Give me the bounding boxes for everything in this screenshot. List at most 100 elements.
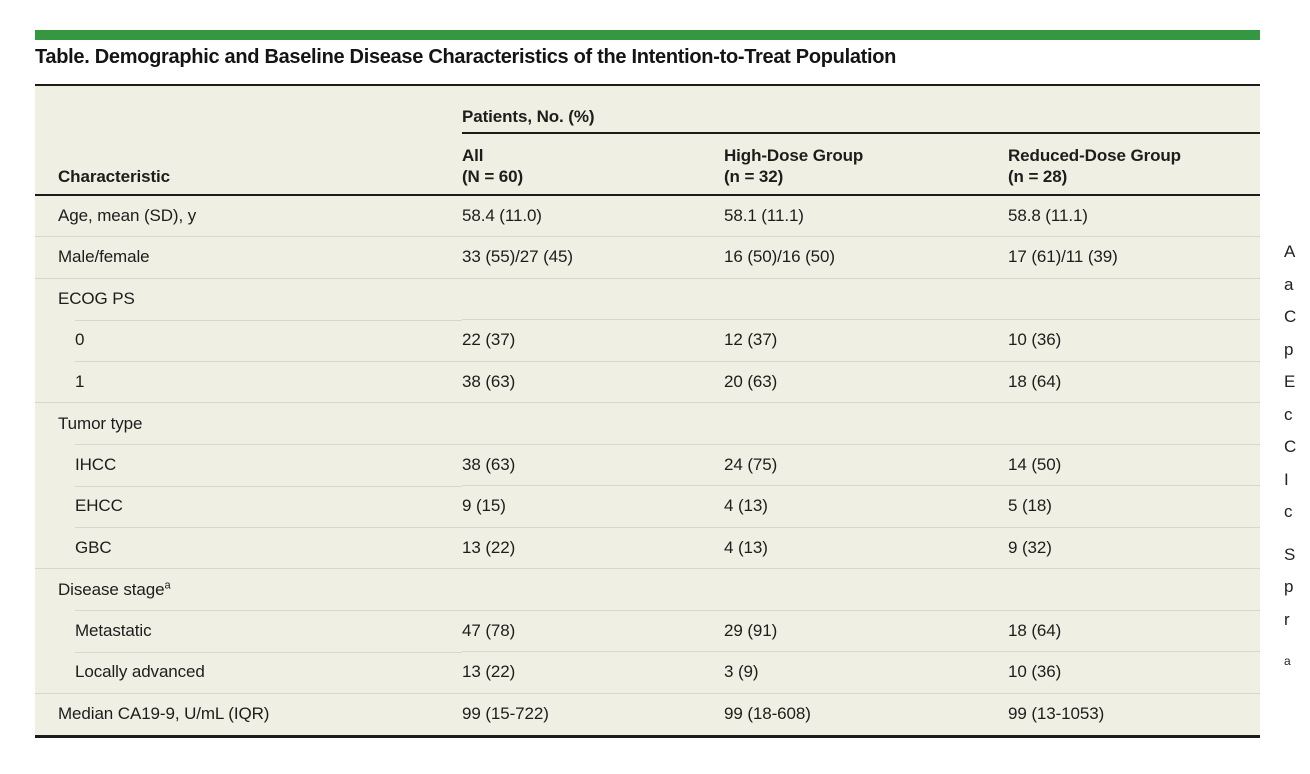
value-cell-high-dose: 4 (13)	[724, 526, 1008, 569]
value-cell-high-dose: 99 (18-608)	[724, 692, 1008, 735]
value-cell-all	[462, 568, 724, 610]
value-cell-all: 99 (15-722)	[462, 692, 724, 735]
row-label: 1	[75, 371, 85, 391]
row-label-cell: 0	[35, 319, 462, 361]
table-container: Patients, No. (%) Characteristic All (N …	[35, 84, 1261, 738]
value-cell-high-dose: 16 (50)/16 (50)	[724, 236, 1008, 278]
sidenote-line: C	[1284, 437, 1297, 456]
table-row: EHCC 9 (15) 4 (13) 5 (18)	[35, 485, 1261, 527]
column-header-reduced-dose: Reduced-Dose Group (n = 28)	[1008, 133, 1261, 196]
value-cell-high-dose	[724, 402, 1008, 444]
value-cell-high-dose	[724, 277, 1008, 320]
row-label-cell: GBC	[35, 527, 462, 569]
table-row: ECOG PS	[35, 277, 1261, 320]
sidenote-line: C	[1284, 307, 1297, 326]
sidenote-line: p	[1284, 577, 1294, 596]
table-row: Age, mean (SD), y 58.4 (11.0) 58.1 (11.1…	[35, 195, 1260, 237]
row-label: Tumor type	[58, 413, 143, 433]
sidenote-line: c	[1284, 502, 1293, 521]
column-header-row: Characteristic All (N = 60) High-Dose Gr…	[35, 133, 1261, 196]
row-label: EHCC	[75, 496, 123, 516]
row-label-cell: Locally advanced	[35, 651, 462, 693]
value-cell-reduced-dose: 5 (18)	[1008, 485, 1261, 527]
value-cell-all	[462, 402, 724, 444]
row-label: Male/female	[58, 247, 150, 267]
row-label-cell: Disease stagea	[35, 568, 462, 610]
value-cell-reduced-dose: 14 (50)	[1008, 443, 1261, 486]
table-row: Metastatic 47 (78) 29 (91) 18 (64)	[35, 609, 1261, 652]
row-label-cell: Male/female	[35, 236, 462, 278]
sidenote-line: S	[1284, 544, 1296, 564]
column-header-high-dose: High-Dose Group (n = 32)	[724, 133, 1008, 196]
sidenote-line: E	[1284, 372, 1296, 391]
sidenote-line: c	[1284, 404, 1293, 424]
value-cell-all: 38 (63)	[462, 360, 724, 403]
sidenote-line: r	[1284, 609, 1290, 629]
accent-bar	[35, 30, 1260, 40]
value-cell-reduced-dose	[1008, 568, 1261, 610]
value-cell-all: 22 (37)	[462, 319, 724, 361]
value-cell-reduced-dose: 58.8 (11.1)	[1008, 206, 1088, 225]
value-cell-all: 47 (78)	[462, 609, 724, 652]
row-label: GBC	[75, 537, 112, 557]
row-label-cell: Age, mean (SD), y	[35, 195, 462, 237]
row-label-cell: 1	[35, 361, 462, 403]
row-label: Disease stage	[58, 579, 165, 599]
table-row: GBC 13 (22) 4 (13) 9 (32)	[35, 526, 1261, 569]
row-label: Median CA19-9, U/mL (IQR)	[58, 704, 270, 723]
sidenote-line: a	[1284, 274, 1294, 294]
value-cell-all: 33 (55)/27 (45)	[462, 236, 724, 278]
row-label-cell: EHCC	[35, 485, 462, 527]
data-table: Patients, No. (%) Characteristic All (N …	[35, 86, 1261, 735]
value-cell-reduced-dose: 10 (36)	[1008, 651, 1261, 693]
value-cell-high-dose: 3 (9)	[724, 651, 1008, 693]
column-header-all: All (N = 60)	[462, 133, 724, 196]
value-cell-high-dose: 58.1 (11.1)	[724, 206, 804, 225]
spanner-header: Patients, No. (%)	[462, 86, 1261, 134]
value-cell-reduced-dose: 17 (61)/11 (39)	[1008, 236, 1261, 278]
sidenote-line: A	[1284, 242, 1296, 261]
footnote-marker: a	[164, 578, 171, 591]
value-cell-reduced-dose: 99 (13-1053)	[1008, 692, 1261, 735]
value-cell-all: 9 (15)	[462, 485, 724, 527]
row-label: IHCC	[75, 454, 117, 474]
table-body: Age, mean (SD), y 58.4 (11.0) 58.1 (11.1…	[35, 195, 1261, 735]
value-cell-high-dose	[724, 568, 1008, 610]
table-row: Tumor type	[35, 402, 1261, 444]
table-row: 0 22 (37) 12 (37) 10 (36)	[35, 319, 1261, 361]
value-cell-high-dose: 29 (91)	[724, 609, 1008, 652]
row-label: Locally advanced	[75, 662, 205, 681]
sidenote-line: I	[1284, 469, 1289, 489]
value-cell-high-dose: 12 (37)	[724, 319, 1008, 361]
value-cell-all: 13 (22)	[462, 651, 724, 693]
row-label-cell: ECOG PS	[35, 277, 462, 320]
sidenote-line: p	[1284, 339, 1294, 359]
table-row: IHCC 38 (63) 24 (75) 14 (50)	[35, 443, 1261, 486]
value-cell-high-dose: 4 (13)	[724, 485, 1008, 527]
value-cell-reduced-dose: 18 (64)	[1008, 360, 1261, 403]
spanner-empty-cell	[35, 86, 462, 133]
value-cell-all	[462, 277, 724, 320]
value-cell-all: 58.4 (11.0)	[462, 206, 542, 225]
value-cell-all: 13 (22)	[462, 526, 724, 569]
row-label-cell: Tumor type	[35, 402, 462, 444]
row-label: ECOG PS	[58, 289, 135, 308]
row-label: Metastatic	[75, 620, 152, 640]
value-cell-reduced-dose	[1008, 277, 1261, 320]
row-label: 0	[75, 330, 85, 350]
row-label-cell: Median CA19-9, U/mL (IQR)	[35, 692, 462, 735]
row-label: Age, mean (SD), y	[58, 206, 197, 225]
value-cell-reduced-dose: 10 (36)	[1008, 319, 1261, 361]
value-cell-reduced-dose: 18 (64)	[1008, 609, 1261, 652]
value-cell-reduced-dose: 9 (32)	[1008, 526, 1261, 569]
value-cell-all: 38 (63)	[462, 443, 724, 486]
table-row: Locally advanced 13 (22) 3 (9) 10 (36)	[35, 651, 1261, 693]
row-label-cell: Metastatic	[35, 610, 462, 652]
table-row: 1 38 (63) 20 (63) 18 (64)	[35, 360, 1261, 403]
value-cell-reduced-dose	[1008, 402, 1261, 444]
row-label-cell: IHCC	[35, 444, 462, 486]
table-row: Male/female 33 (55)/27 (45) 16 (50)/16 (…	[35, 236, 1261, 278]
value-cell-high-dose: 24 (75)	[724, 443, 1008, 486]
